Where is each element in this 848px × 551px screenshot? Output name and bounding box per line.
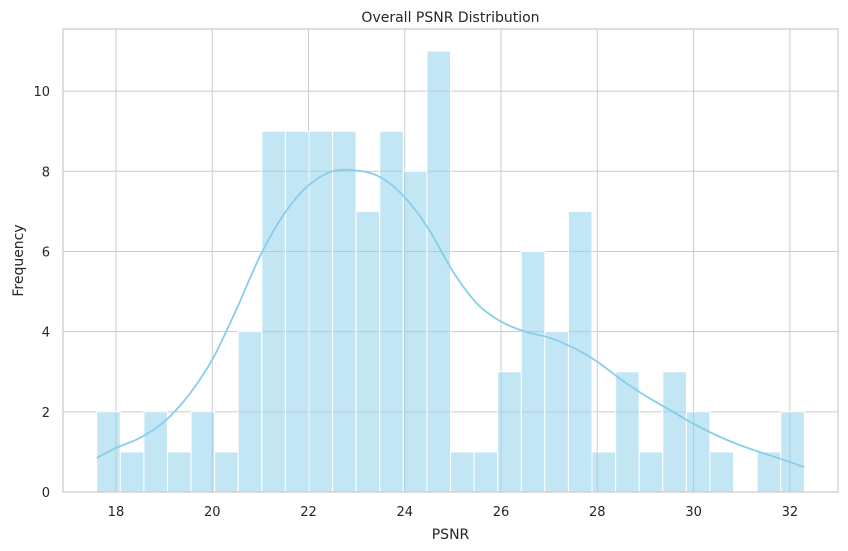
y-tick-label-4: 4	[42, 326, 50, 341]
x-tick-label-20: 20	[204, 505, 221, 520]
histogram-bar-26	[709, 451, 735, 493]
x-tick-label-22: 22	[300, 505, 317, 520]
histogram-bar-19	[544, 331, 569, 493]
y-tick-label-2: 2	[42, 406, 50, 421]
histogram-bar-23	[638, 451, 664, 493]
histogram-bar-9	[308, 130, 334, 493]
histogram-bar-7	[261, 130, 286, 493]
histogram-bar-10	[332, 130, 357, 493]
histogram-bar-2	[143, 411, 168, 493]
y-axis-label: Frequency	[11, 224, 27, 296]
x-tick-label-24: 24	[396, 505, 413, 520]
histogram-bar-6	[237, 331, 263, 493]
x-tick-label-30: 30	[685, 505, 702, 520]
kde-curve	[96, 168, 805, 468]
kde-layer	[96, 168, 805, 468]
x-tick-labels: 18 20 22 24 26 28 30 32	[108, 505, 798, 520]
histogram-bar-13	[402, 170, 428, 493]
histogram-bar-11	[355, 210, 381, 493]
histogram-bar-21	[591, 451, 617, 493]
y-tick-label-0: 0	[42, 486, 50, 501]
histogram-bar-15	[450, 451, 475, 493]
histogram-bar-3	[166, 451, 192, 493]
histogram-bar-4	[190, 411, 216, 493]
histogram-bar-16	[473, 451, 499, 493]
y-tick-label-10: 10	[33, 85, 50, 100]
x-tick-label-32: 32	[782, 505, 799, 520]
y-tick-label-6: 6	[42, 245, 50, 260]
plot-frame	[62, 28, 839, 493]
histogram-bar-8	[284, 130, 310, 493]
histogram-bar-17	[497, 371, 522, 493]
histogram-bar-18	[520, 250, 546, 493]
histogram-bar-1	[119, 451, 145, 493]
x-tick-label-18: 18	[108, 505, 125, 520]
bars-layer	[96, 50, 805, 493]
histogram-bar-5	[214, 451, 239, 493]
histogram-bar-25	[685, 411, 711, 493]
y-tick-labels: 0 2 4 6 8 10	[33, 85, 50, 501]
x-axis-label: PSNR	[432, 527, 470, 543]
y-tick-label-8: 8	[42, 165, 50, 180]
chart-title: Overall PSNR Distribution	[361, 10, 539, 26]
x-tick-label-26: 26	[493, 505, 510, 520]
histogram-bar-24	[662, 371, 687, 493]
histogram-bar-29	[780, 411, 805, 493]
histogram-bar-14	[426, 50, 452, 493]
x-tick-label-28: 28	[589, 505, 606, 520]
